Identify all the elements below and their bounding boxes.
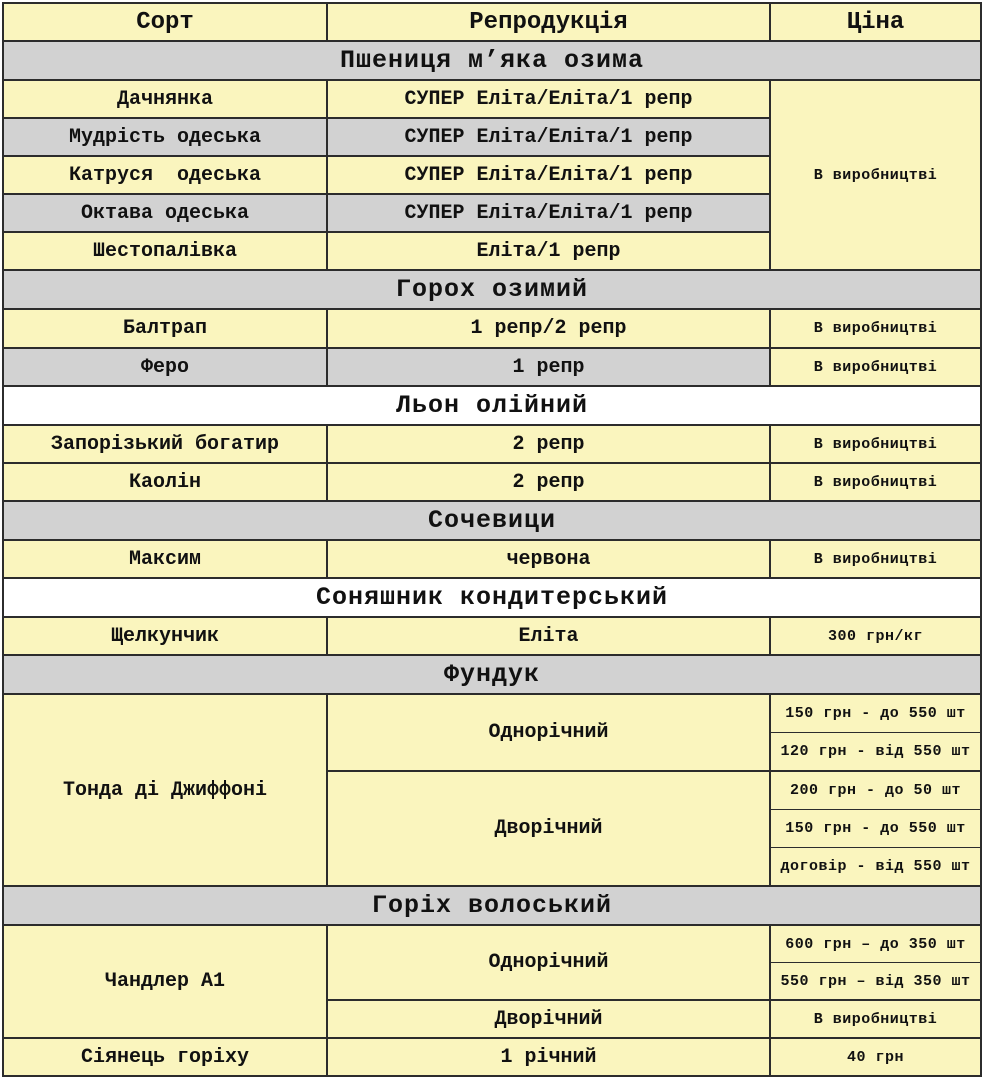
section-title: Горіх волоський bbox=[2, 885, 982, 926]
variety-cell: Максим bbox=[2, 539, 328, 579]
reproduction-cell: 2 репр bbox=[326, 462, 771, 502]
price-cell: 300 грн/кг bbox=[769, 616, 982, 656]
reproduction-cell: 1 репр/2 репр bbox=[326, 308, 771, 349]
reproduction-cell: Еліта bbox=[326, 616, 771, 656]
age-group-cell: Дворічний bbox=[326, 770, 771, 887]
age-group-cell: Дворічний bbox=[326, 999, 771, 1039]
section-row-lentil: Сочевици bbox=[2, 500, 982, 541]
table-row: Чандлер А1 Однорічний 600 грн – до 350 ш… bbox=[2, 924, 982, 1039]
variety-cell: Сіянець горіху bbox=[2, 1037, 328, 1077]
price-cell: В виробництві bbox=[769, 424, 982, 464]
reproduction-cell: СУПЕР Еліта/Еліта/1 репр bbox=[326, 117, 771, 157]
variety-cell-merged: Чандлер А1 bbox=[2, 924, 328, 1039]
variety-cell: Щелкунчик bbox=[2, 616, 328, 656]
table-row: Дачнянка СУПЕР Еліта/Еліта/1 репр В виро… bbox=[2, 79, 982, 271]
table-row: Феро 1 репр В виробництві bbox=[2, 347, 982, 387]
col-header-reproduction: Репродукція bbox=[326, 2, 771, 42]
section-row-hazelnut: Фундук bbox=[2, 654, 982, 695]
section-row-wheat: Пшениця м’яка озима bbox=[2, 40, 982, 81]
section-title: Фундук bbox=[2, 654, 982, 695]
reproduction-cell: СУПЕР Еліта/Еліта/1 репр bbox=[326, 79, 771, 119]
table-row: Шестопалівка Еліта/1 репр bbox=[2, 231, 981, 271]
age-group-cell: Однорічний bbox=[326, 693, 771, 772]
section-title: Пшениця м’яка озима bbox=[2, 40, 982, 81]
price-cell: В виробництві bbox=[769, 462, 982, 502]
price-cell: 150 грн - до 550 шт bbox=[769, 693, 982, 733]
price-cell: 200 грн - до 50 шт bbox=[769, 770, 982, 810]
reproduction-cell: 2 репр bbox=[326, 424, 771, 464]
table-row: Мудрість одеська СУПЕР Еліта/Еліта/1 реп… bbox=[2, 117, 981, 157]
table-row: договір - від 550 шт bbox=[3, 847, 982, 887]
reproduction-cell: СУПЕР Еліта/Еліта/1 репр bbox=[326, 155, 771, 195]
price-cell: 150 грн - до 550 шт bbox=[769, 809, 982, 848]
variety-cell: Дачнянка bbox=[2, 79, 328, 119]
reproduction-cell: 1 річний bbox=[326, 1037, 771, 1077]
variety-cell: Балтрап bbox=[2, 308, 328, 349]
price-cell: В виробництві bbox=[769, 539, 982, 579]
table-row: Катруся одеська СУПЕР Еліта/Еліта/1 репр bbox=[2, 155, 981, 195]
table-row: Максим червона В виробництві bbox=[2, 539, 982, 579]
price-cell: В виробництві bbox=[769, 308, 982, 349]
variety-cell: Запорізький богатир bbox=[2, 424, 328, 464]
section-row-walnut: Горіх волоський bbox=[2, 885, 982, 926]
price-cell: 600 грн – до 350 шт bbox=[769, 924, 982, 963]
section-row-flax: Льон олійний bbox=[2, 385, 982, 426]
col-header-price: Ціна bbox=[769, 2, 982, 42]
variety-cell: Шестопалівка bbox=[2, 231, 328, 271]
table-row: Октава одеська СУПЕР Еліта/Еліта/1 репр bbox=[2, 193, 981, 233]
price-cell: 120 грн - від 550 шт bbox=[769, 732, 982, 772]
table-row: 550 грн – від 350 шт bbox=[3, 962, 982, 1001]
table-row: Каолін 2 репр В виробництві bbox=[2, 462, 982, 502]
section-row-sunflower: Соняшник кондитерський bbox=[2, 577, 982, 618]
price-cell: В виробництві bbox=[769, 999, 982, 1039]
section-title: Соняшник кондитерський bbox=[2, 577, 982, 618]
section-row-peas: Горох озимий bbox=[2, 269, 982, 310]
reproduction-cell: СУПЕР Еліта/Еліта/1 репр bbox=[326, 193, 771, 233]
table-header-row: Сорт Репродукція Ціна bbox=[2, 2, 982, 42]
reproduction-cell: 1 репр bbox=[326, 347, 771, 387]
table-row: 150 грн - до 550 шт bbox=[3, 809, 982, 848]
table-row: Запорізький богатир 2 репр В виробництві bbox=[2, 424, 982, 464]
reproduction-cell: червона bbox=[326, 539, 771, 579]
table-row: Дворічний 200 грн - до 50 шт bbox=[3, 770, 982, 887]
variety-cell: Феро bbox=[2, 347, 328, 387]
price-cell: договір - від 550 шт bbox=[769, 847, 982, 887]
variety-cell: Катруся одеська bbox=[2, 155, 328, 195]
table-row: Тонда ді Джиффоні Однорічний 150 грн - д… bbox=[2, 693, 982, 887]
section-title: Льон олійний bbox=[2, 385, 982, 426]
reproduction-cell: Еліта/1 репр bbox=[326, 231, 771, 271]
col-header-variety: Сорт bbox=[2, 2, 328, 42]
table-row: Балтрап 1 репр/2 репр В виробництві bbox=[2, 308, 982, 349]
price-cell-merged: В виробництві bbox=[769, 79, 982, 271]
age-group-cell: Однорічний bbox=[326, 924, 771, 1001]
variety-cell: Мудрість одеська bbox=[2, 117, 328, 157]
table-row: 120 грн - від 550 шт bbox=[3, 732, 982, 772]
price-cell: 40 грн bbox=[769, 1037, 982, 1077]
section-title: Горох озимий bbox=[2, 269, 982, 310]
variety-cell: Октава одеська bbox=[2, 193, 328, 233]
variety-cell: Каолін bbox=[2, 462, 328, 502]
table-row: Щелкунчик Еліта 300 грн/кг bbox=[2, 616, 982, 656]
price-cell: В виробництві bbox=[769, 347, 982, 387]
table-row: Сіянець горіху 1 річний 40 грн bbox=[2, 1037, 982, 1077]
section-title: Сочевици bbox=[2, 500, 982, 541]
variety-cell-merged: Тонда ді Джиффоні bbox=[2, 693, 328, 887]
price-cell: 550 грн – від 350 шт bbox=[769, 962, 982, 1001]
